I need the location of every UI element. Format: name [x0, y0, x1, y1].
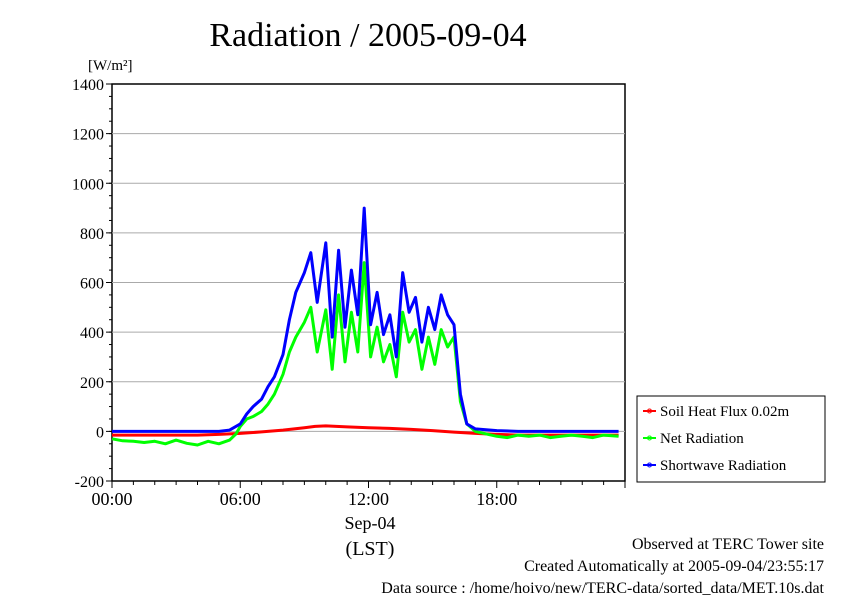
series-line-soil-heat-flux-0-02m [112, 424, 619, 437]
x-axis: 00:00 06:00 12:00 18:00 [91, 481, 626, 509]
y-axis-unit-label: [W/m²] [88, 58, 132, 74]
y-tick-label: 0 [96, 424, 104, 441]
y-tick-label: 400 [80, 325, 104, 342]
legend-marker-soil-heat-flux-0-02m [647, 408, 652, 414]
y-tick-label: 600 [80, 276, 104, 293]
legend-box [636, 395, 826, 483]
legend-label-soil-heat-flux-0-02m: Soil Heat Flux 0.02m [660, 404, 790, 420]
x-tick-label: 00:00 [91, 489, 132, 509]
chart-title: Radiation / 2005-09-04 [209, 17, 526, 54]
x-tick-label: 12:00 [348, 489, 389, 509]
x-axis-date-label: Sep-04 [345, 513, 396, 533]
x-tick-label: 18:00 [476, 489, 517, 509]
legend-label-shortwave-radiation: Shortwave Radiation [660, 458, 787, 474]
y-tick-label: 1400 [72, 77, 104, 94]
x-tick-label: 06:00 [220, 489, 261, 509]
y-axis: -200 0 200 400 600 800 1000 1200 1400 [72, 77, 112, 491]
y-tick-label: -200 [75, 474, 104, 491]
y-tick-label: 200 [80, 375, 104, 392]
series-line-shortwave-radiation [112, 206, 619, 433]
legend: Soil Heat Flux 0.02m Net Radiation Shortwa… [636, 395, 826, 483]
legend-label-net-radiation: Net Radiation [660, 431, 744, 447]
footer-observed: Observed at TERC Tower site [631, 536, 824, 553]
legend-marker-net-radiation [647, 435, 652, 441]
series-lines [111, 206, 619, 447]
series-line-net-radiation [111, 261, 619, 447]
y-tick-label: 1000 [72, 176, 104, 193]
x-axis-timezone-label: (LST) [346, 538, 395, 560]
footer-created: Created Automatically at 2005-09-04/23:5… [524, 558, 824, 575]
legend-marker-shortwave-radiation [647, 462, 652, 468]
y-tick-label: 800 [80, 226, 104, 243]
footer-source: Data source : /home/hoivo/new/TERC-data/… [381, 580, 824, 597]
y-tick-label: 1200 [72, 127, 104, 144]
